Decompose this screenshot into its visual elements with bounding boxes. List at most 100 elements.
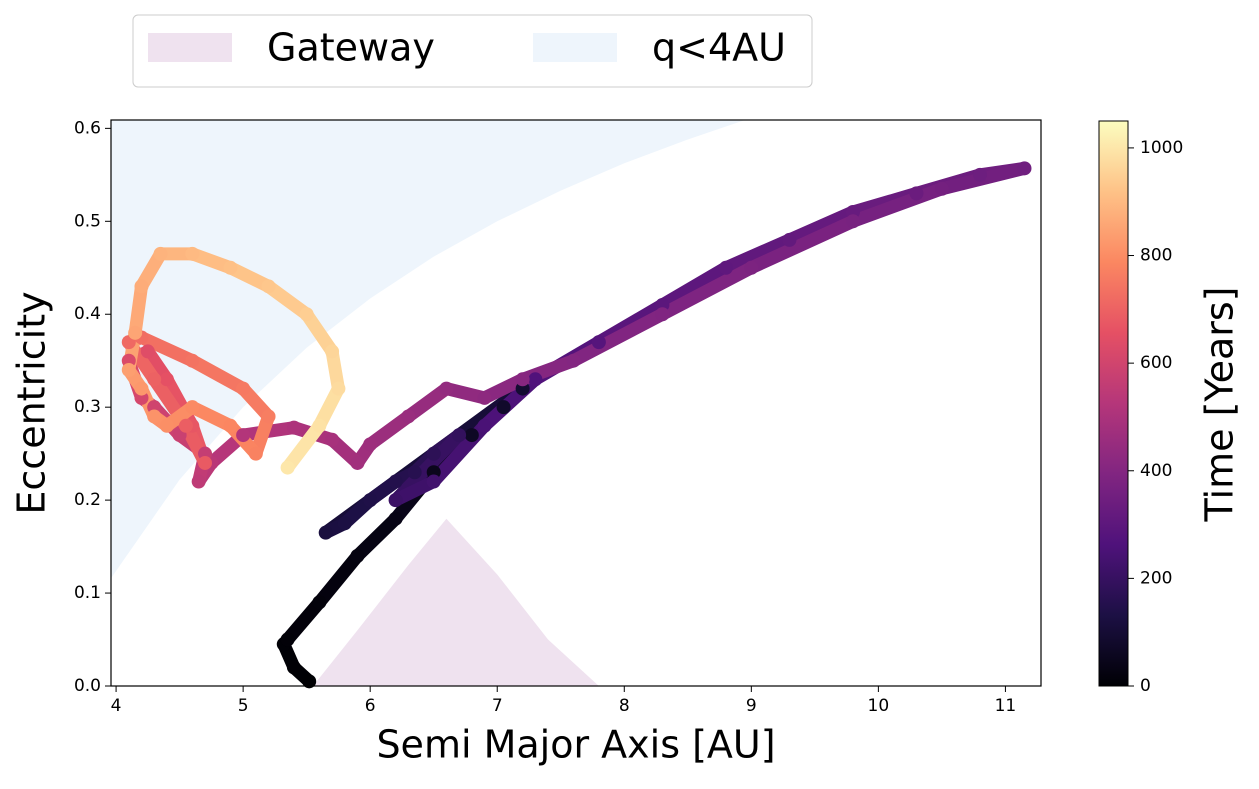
trajectory-segment [185, 400, 237, 433]
trajectory-point [134, 381, 149, 396]
trajectory-point [128, 325, 143, 340]
trajectory-point [223, 418, 238, 433]
trajectory-point [452, 428, 467, 443]
trajectory-point [261, 279, 276, 294]
trajectory-point [185, 353, 200, 368]
trajectory-point [325, 344, 340, 359]
trajectory-point [147, 372, 162, 387]
y-tick-label: 0.2 [74, 490, 101, 510]
trajectory-point [363, 493, 378, 508]
trajectory-point [388, 493, 403, 508]
trajectory-point [248, 446, 263, 461]
legend [132, 14, 813, 88]
trajectory-point [302, 674, 317, 689]
colorbar-tick-label: 600 [1140, 353, 1172, 373]
colorbar-label: Time [Years] [1198, 287, 1242, 523]
trajectory-point [401, 409, 416, 424]
legend-swatch [148, 33, 232, 62]
trajectory-point [236, 428, 251, 443]
x-tick-label: 6 [365, 696, 376, 716]
trajectory-point [147, 409, 162, 424]
colorbar-tick-label: 800 [1140, 246, 1172, 266]
trajectory-segment [782, 205, 860, 247]
trajectory-point [782, 232, 797, 247]
trajectory-point [1017, 161, 1032, 176]
y-tick-label: 0.4 [74, 304, 101, 324]
trajectory-point [426, 446, 441, 461]
trajectory-point [350, 548, 365, 563]
trajectory-point [388, 474, 403, 489]
region [313, 518, 599, 686]
colorbar-tick-label: 0 [1140, 676, 1151, 696]
trajectory-point [280, 632, 295, 647]
y-axis-label: Eccentricity [10, 291, 54, 514]
trajectory-point [934, 181, 949, 196]
trajectory-point [286, 660, 301, 675]
trajectory [121, 161, 1032, 689]
trajectory-point [363, 437, 378, 452]
trajectory-point [464, 428, 479, 443]
trajectory-segment [478, 372, 530, 405]
y-tick-label: 0.1 [74, 583, 101, 603]
trajectory-point [591, 335, 606, 350]
trajectory-point [159, 372, 174, 387]
trajectory-point [496, 400, 511, 415]
trajectory-segment [300, 307, 339, 358]
trajectory-point [566, 353, 581, 368]
trajectory-point [121, 363, 136, 378]
trajectory-point [655, 307, 670, 322]
trajectory-segment [846, 182, 949, 228]
trajectory-point [407, 465, 422, 480]
trajectory-point [312, 595, 327, 610]
trajectory-segment [744, 214, 860, 275]
trajectory-point [337, 516, 352, 531]
trajectory-segment [389, 475, 441, 507]
trajectory-point [140, 344, 155, 359]
trajectory-segment [281, 419, 326, 475]
trajectory-segment [655, 261, 733, 312]
plot-frame [110, 119, 1042, 687]
trajectory-point [477, 418, 492, 433]
trajectory-segment [401, 382, 453, 423]
trajectory-point [153, 246, 168, 261]
trajectory-point [477, 390, 492, 405]
colorbar [1098, 120, 1129, 687]
trajectory-point [198, 455, 213, 470]
trajectory-point [515, 372, 530, 387]
trajectory-point [223, 260, 238, 275]
colorbar-tick-label: 1000 [1140, 138, 1183, 158]
trajectory-point [159, 418, 174, 433]
x-tick-label: 9 [746, 696, 757, 716]
trajectory-point [191, 474, 206, 489]
y-tick-label: 0.3 [74, 397, 101, 417]
trajectory-point [426, 474, 441, 489]
x-tick-label: 7 [492, 696, 503, 716]
trajectory-segment [350, 512, 403, 563]
legend-swatch [533, 33, 617, 62]
trajectory-point [718, 260, 733, 275]
region [111, 120, 745, 579]
trajectory-point [286, 420, 301, 435]
trajectory-point [325, 432, 340, 447]
trajectory-point [318, 525, 333, 540]
trajectory-point [236, 381, 251, 396]
x-tick-label: 4 [111, 696, 122, 716]
x-tick-label: 5 [238, 696, 249, 716]
x-axis-label: Semi Major Axis [AU] [376, 723, 775, 767]
trajectory-point [845, 214, 860, 229]
x-tick-label: 11 [995, 696, 1017, 716]
trajectory-point [388, 511, 403, 526]
trajectory-point [528, 372, 543, 387]
trajectory-point [178, 418, 193, 433]
trajectory-point [261, 409, 276, 424]
colorbar-tick-label: 200 [1140, 568, 1172, 588]
legend-label: q<4AU [652, 26, 786, 70]
trajectory-segment [128, 279, 148, 340]
trajectory-segment [566, 307, 669, 368]
trajectory-point [134, 279, 149, 294]
trajectory-point [299, 307, 314, 322]
colorbar-tick-label: 400 [1140, 461, 1172, 481]
trajectory-point [439, 381, 454, 396]
trajectory-point [280, 460, 295, 475]
